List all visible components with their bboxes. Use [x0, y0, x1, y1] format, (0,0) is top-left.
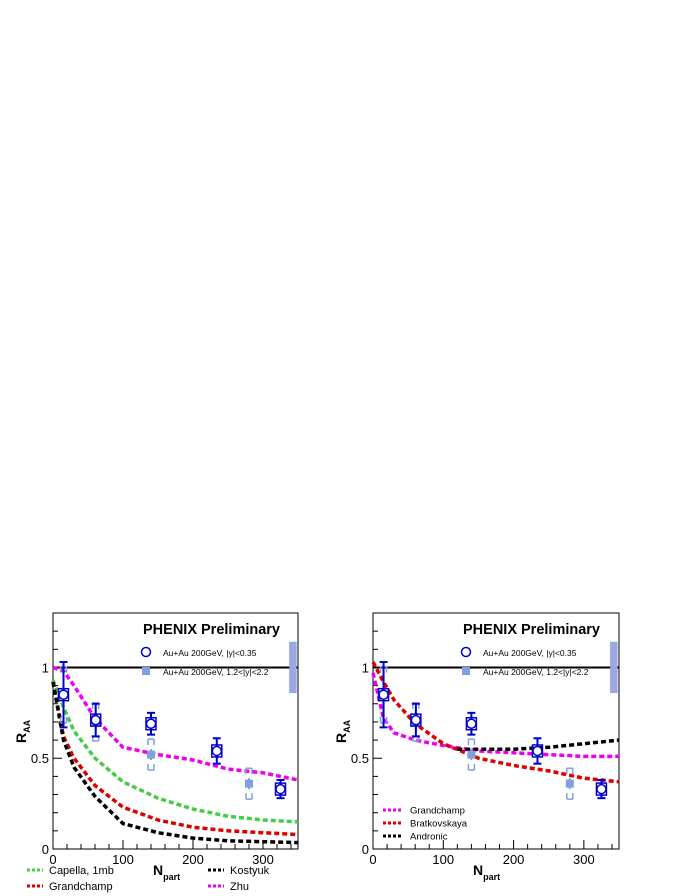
y-axis-label-main: R — [333, 733, 349, 743]
y-tick-label: 1 — [42, 660, 49, 675]
legend-forward-marker — [142, 667, 150, 675]
legend-model-label: Zhu — [230, 881, 249, 893]
y-axis-label-main: R — [13, 733, 29, 743]
x-tick-label: 100 — [112, 852, 134, 867]
y-tick-label: 0.5 — [31, 751, 49, 766]
x-axis-label-sub: part — [163, 872, 180, 882]
x-axis-label: Npart — [473, 862, 500, 882]
x-tick-label: 200 — [182, 852, 204, 867]
forward-point — [467, 750, 476, 759]
mid-point — [596, 783, 607, 795]
forward-sys-bracket-top — [467, 738, 476, 746]
legend-model-label: Capella, 1mb — [49, 865, 114, 877]
mid-point — [275, 783, 286, 795]
x-tick-label: 0 — [49, 852, 56, 867]
forward-point — [147, 750, 155, 759]
y-axis-label: RAA — [13, 719, 32, 743]
plot-frame — [52, 612, 299, 850]
y-tick-label: 0 — [362, 842, 369, 857]
y-tick-label: 0.5 — [351, 751, 369, 766]
chart-title: PHENIX Preliminary — [143, 622, 280, 638]
model-curve-zhu — [52, 665, 299, 782]
mid-point — [58, 689, 69, 700]
y-tick-label: 1 — [362, 660, 369, 675]
right-panel: 0 0.5 1 0 100 200 300 RAA Npart PHENIX Preliminar… — [333, 612, 620, 882]
plot-frame — [372, 612, 620, 850]
legend-mid-label: Au+Au 200GeV, |y|<0.35 — [483, 648, 577, 658]
model-curve-bratkovskaya — [371, 661, 620, 784]
systematic-band — [289, 641, 297, 694]
left-panel: 0 0.5 1 0 100 200 300 RAA Npart PHENIX Preliminar… — [13, 612, 299, 893]
legend-forward-marker — [462, 667, 470, 675]
systematic-band — [610, 641, 618, 694]
y-tick-label: 0 — [42, 842, 49, 857]
legend-model-label: Grandchamp — [49, 881, 113, 893]
legend-forward-label: Au+Au 200GeV, 1.2<|y|<2.2 — [483, 667, 589, 677]
legend-model-label: Kostyuk — [230, 865, 270, 877]
y-axis-label-sub: AA — [22, 719, 32, 732]
legend-model-label: Andronic — [410, 832, 448, 843]
forward-sys-bracket-top — [147, 738, 155, 746]
x-axis-label: Npart — [153, 862, 180, 882]
model-curve-grandchamp — [51, 681, 299, 837]
forward-sys-bracket-top — [566, 767, 574, 775]
mid-point — [466, 718, 477, 729]
mid-point — [378, 689, 389, 700]
y-axis-label-sub: AA — [342, 719, 352, 732]
mid-point — [90, 714, 101, 726]
x-axis-label-sub: part — [483, 872, 500, 882]
mid-point — [211, 745, 223, 757]
mid-point — [145, 718, 157, 729]
x-axis-label-main: N — [153, 862, 163, 878]
x-tick-label: 100 — [432, 852, 454, 867]
forward-point — [565, 779, 574, 788]
legend-model-label: Grandchamp — [410, 806, 465, 817]
model-curve-kostyuk — [51, 681, 299, 845]
legend-mid-marker — [140, 646, 152, 658]
forward-sys-bracket-bottom — [467, 764, 476, 771]
x-tick-label: 0 — [369, 852, 376, 867]
forward-sys-bracket-bottom — [147, 764, 155, 771]
mid-point — [410, 714, 422, 726]
forward-sys-bracket-bottom — [566, 793, 574, 800]
model-curve-andronic — [457, 738, 620, 751]
forward-point — [245, 779, 253, 788]
legend-model-label: Bratkovskaya — [410, 819, 468, 830]
x-tick-label: 200 — [503, 852, 525, 867]
y-axis-label: RAA — [333, 719, 352, 743]
model-curve-grandchamp — [371, 672, 619, 759]
forward-sys-bracket-bottom — [245, 793, 253, 800]
chart-title: PHENIX Preliminary — [463, 622, 600, 638]
x-tick-label: 300 — [573, 852, 595, 867]
mid-point — [532, 745, 543, 757]
legend-forward-label: Au+Au 200GeV, 1.2<|y|<2.2 — [163, 667, 269, 677]
legend-mid-marker — [460, 646, 472, 658]
forward-sys-bracket-top — [245, 767, 253, 775]
x-axis-label-main: N — [473, 862, 483, 878]
legend-mid-label: Au+Au 200GeV, |y|<0.35 — [163, 648, 257, 658]
model-curve-capella-1mb — [51, 679, 299, 824]
x-tick-label: 300 — [252, 852, 274, 867]
